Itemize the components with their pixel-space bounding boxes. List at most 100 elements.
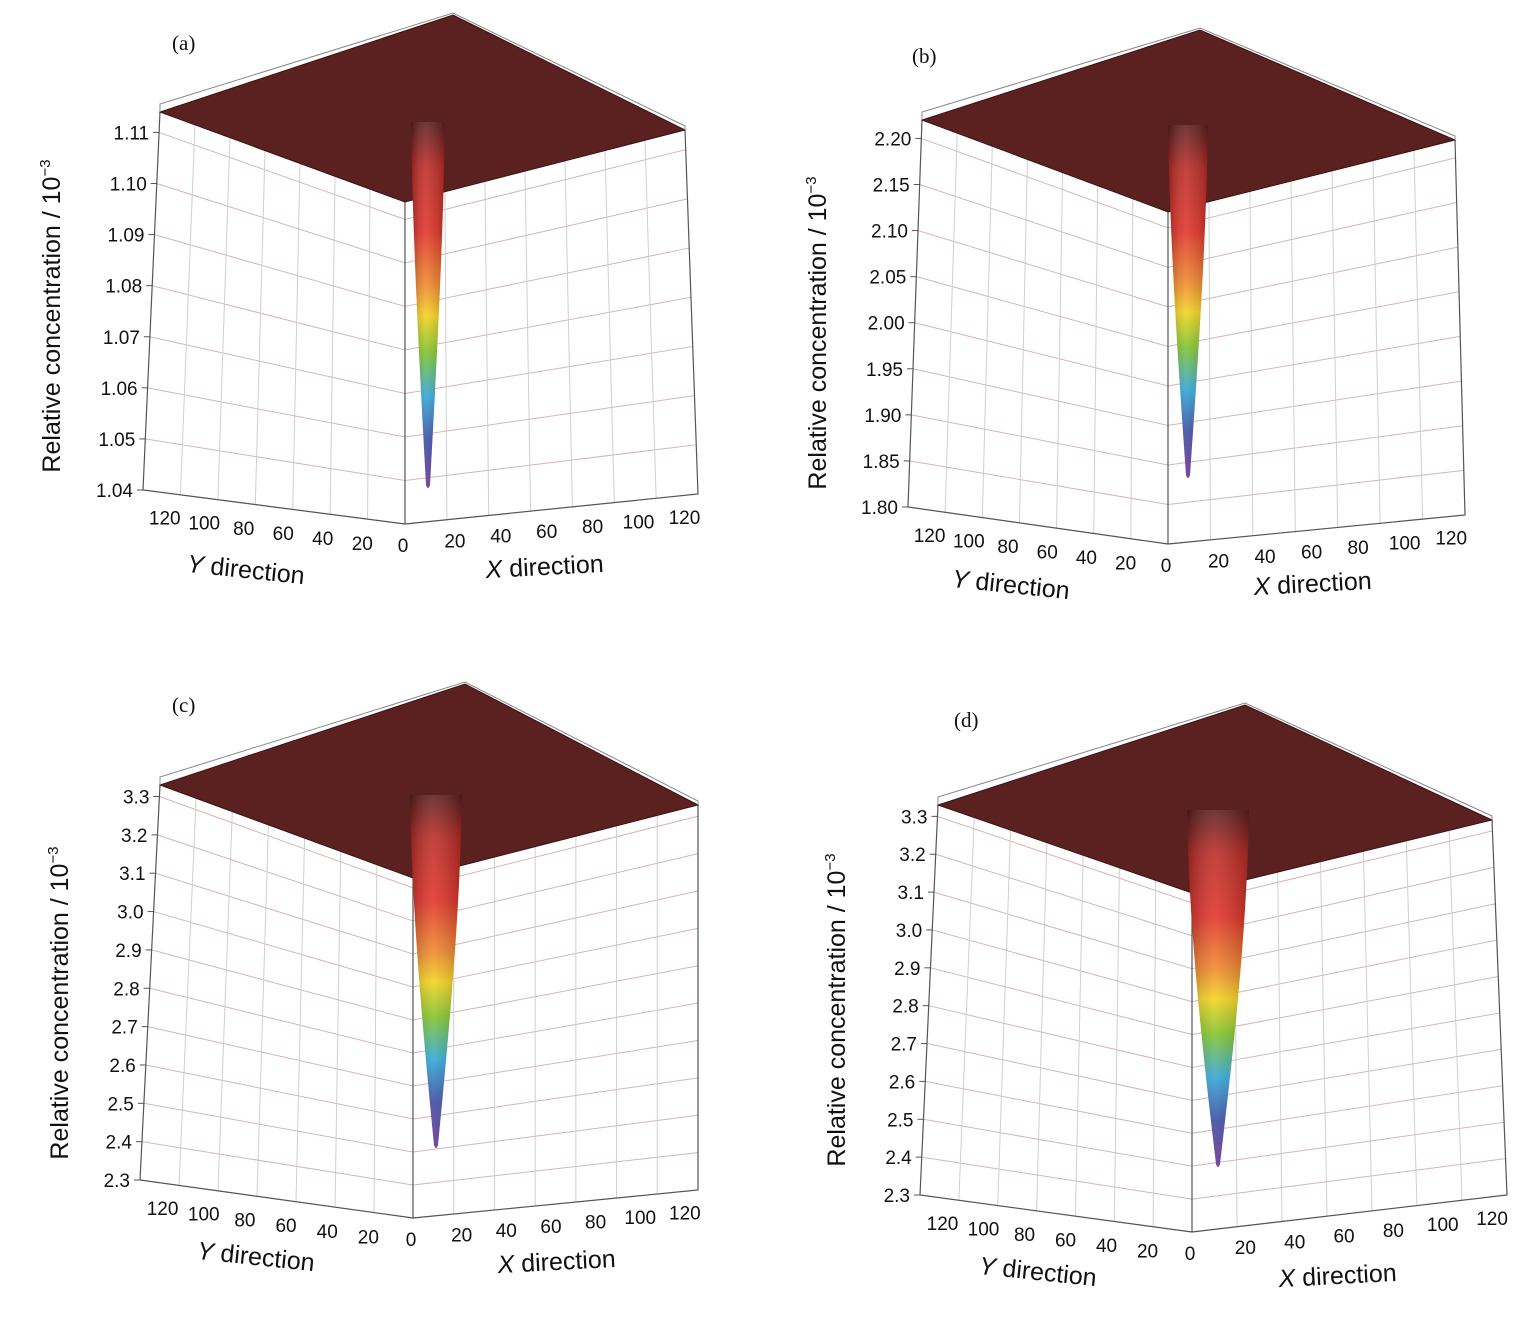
x-tick-label: 120: [1435, 529, 1467, 550]
z-axis-title-exponent: −3: [45, 846, 62, 863]
z-tick-label: 1.11: [114, 123, 150, 144]
gridline-left: [930, 967, 1193, 1036]
x-tick-label: 60: [1301, 542, 1322, 563]
gridline-vertical-left: [1113, 867, 1120, 1222]
surface-funnel-shading: [410, 795, 462, 1148]
gridline-vertical-right: [1405, 840, 1418, 1206]
y-axis-title: Y direction: [186, 550, 306, 590]
gridline-left: [937, 815, 1193, 904]
gridline-left: [147, 387, 406, 438]
z-tick-label: 3.0: [117, 903, 143, 924]
z-axis-title-exponent: −3: [803, 176, 820, 193]
x-tick-label: 40: [496, 1221, 517, 1242]
z-tick-label: 2.10: [871, 222, 908, 243]
gridline-right: [412, 815, 699, 889]
gridline-left: [926, 1043, 1193, 1101]
x-tick-label: 80: [582, 517, 603, 538]
x-tick-label: 100: [623, 513, 655, 534]
x-axis-title-text: direction: [1295, 1259, 1398, 1292]
gridline-vertical-left: [1152, 880, 1157, 1227]
z-tick-label: 3.2: [121, 826, 147, 847]
x-tick-label: 60: [1333, 1227, 1354, 1248]
y-axis-title-text: direction: [202, 552, 306, 590]
surface-funnel-shading: [1168, 125, 1208, 478]
z-tick-label: 2.4: [106, 1133, 133, 1154]
z-tick-label: 3.3: [123, 788, 149, 809]
z-tick-label: 2.9: [894, 959, 920, 980]
gridline-vertical-right: [604, 150, 615, 503]
y-tick-label: 120: [914, 526, 946, 547]
y-tick-label: 80: [234, 1210, 255, 1231]
y-tick-label: 60: [273, 524, 294, 545]
z-axis-title-text: Relative concentration / 10: [46, 864, 74, 1160]
gridline-right: [404, 296, 692, 351]
gridline-left: [155, 872, 414, 955]
gridline-left: [933, 891, 1193, 970]
gridline-right: [412, 890, 699, 955]
y-tick-label: 80: [997, 537, 1018, 558]
gridline-right: [1167, 157, 1456, 229]
gridline-left: [921, 137, 1169, 229]
z-tick-label: 2.8: [892, 997, 918, 1018]
z-axis-title: Relative concentration / 10−3: [45, 846, 74, 1159]
y-axis-title: Y direction: [196, 1237, 316, 1277]
back-frame: [937, 702, 1493, 820]
right-wall: [1168, 140, 1465, 544]
gridline-vertical-left: [292, 163, 301, 510]
gridline-vertical-right: [1362, 851, 1373, 1211]
gridline-left: [935, 853, 1193, 937]
y-axis-title-text: direction: [994, 1254, 1098, 1292]
gridline-left: [925, 1080, 1193, 1134]
x-axis-title-var: X: [484, 555, 504, 584]
gridline-left: [916, 276, 1169, 347]
gridline-right: [412, 1039, 699, 1087]
z-tick-label: 1.85: [863, 452, 900, 473]
y-tick-label: 100: [953, 531, 985, 552]
z-tick-label: 1.06: [101, 379, 138, 400]
gridline-right: [1191, 903, 1496, 970]
gridline-right: [1167, 380, 1462, 426]
y-tick-label: 40: [1096, 1236, 1117, 1257]
panel-a: 1.04 1.05 1.06 1.07 1.08 1.09 1.10 1.11 120 100 80…: [37, 12, 700, 590]
gridline-right: [412, 965, 699, 1021]
z-tick-label: 2.7: [111, 1018, 137, 1039]
gridline-right: [412, 1114, 699, 1153]
x-tick-label: 0: [406, 1230, 417, 1251]
x-tick-label: 60: [536, 522, 557, 543]
gridline-left: [917, 230, 1169, 308]
x-tick-label: 100: [624, 1208, 656, 1229]
z-axis-title-exponent: −3: [822, 853, 839, 870]
gridline-left: [921, 1156, 1193, 1200]
x-tick-label: 0: [1161, 556, 1172, 577]
gridline-right: [412, 927, 699, 988]
panel-c: 2.3 2.4 2.5 2.6 2.7 2.8 2.9 3.0 3.1 3.2 3.3 120 100 8…: [45, 681, 701, 1279]
z-tick-label: 2.4: [885, 1148, 912, 1169]
z-tick-label: 2.8: [113, 979, 139, 1000]
y-axis-title-text: direction: [967, 567, 1071, 605]
gridline-right: [1191, 976, 1499, 1036]
surface-funnel-shading: [411, 122, 445, 488]
panel-label: (a): [172, 31, 195, 55]
gridline-left: [151, 949, 414, 1021]
gridline-left: [914, 322, 1169, 387]
gridline-vertical-left: [256, 824, 269, 1197]
right-wall: [413, 805, 698, 1218]
y-tick-label: 120: [147, 1199, 179, 1220]
gridline-vertical-left: [1093, 185, 1099, 534]
back-frame: [921, 27, 1456, 140]
gridline-right: [404, 395, 695, 438]
z-tick-label: 1.10: [110, 175, 147, 196]
x-tick-label: 40: [1254, 547, 1275, 568]
gridline-right: [404, 345, 693, 394]
gridline-left: [932, 929, 1193, 1003]
gridline-left: [149, 336, 406, 394]
z-tick-label: 2.3: [104, 1171, 130, 1192]
z-axis-title-text: Relative concentration / 10: [804, 194, 832, 490]
z-tick-label: 2.00: [868, 314, 905, 335]
x-tick-label: 20: [1208, 551, 1229, 572]
gridline-vertical-left: [1018, 159, 1028, 523]
x-axis-title: X direction: [484, 550, 604, 584]
gridline-right: [1167, 246, 1458, 308]
y-tick-label: 60: [1037, 543, 1058, 564]
z-tick-label: 1.08: [105, 277, 142, 298]
